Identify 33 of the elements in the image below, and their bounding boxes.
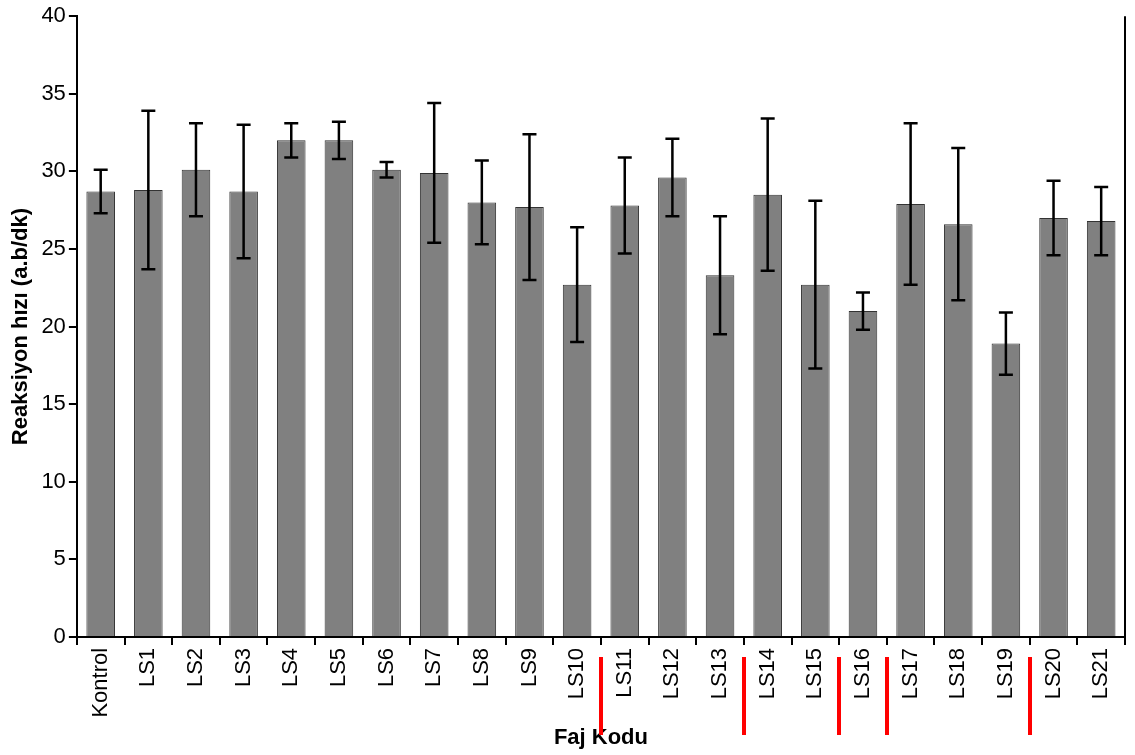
x-tick-label: LS15 [801,647,827,700]
x-tick-label: LS14 [753,647,779,700]
x-tick-label: LS19 [991,647,1017,700]
x-tick-label: LS9 [515,647,541,688]
x-tick-label: LS4 [277,647,303,688]
x-tick-label: LS21 [1087,647,1113,700]
x-tick-label: LS5 [324,647,350,688]
y-tick-label: 25 [41,235,66,261]
y-tick-label: 35 [41,79,66,105]
x-tick-label: LS8 [467,647,493,688]
x-tick-label: LS18 [944,647,970,700]
x-tick-label: LS20 [1039,647,1065,700]
y-tick-label: 5 [53,545,66,571]
x-tick-label: LS2 [182,647,208,688]
x-tick-label: LS16 [849,647,875,700]
y-tick-label: 20 [41,312,66,338]
y-tick-label: 15 [41,390,66,416]
y-tick-label: 10 [41,467,66,493]
y-tick-label: 0 [53,622,66,648]
y-tick-label: 30 [41,157,66,183]
y-axis-title: Reaksiyon hızı (a.b/dk) [7,207,33,446]
x-tick-label: LS17 [896,647,922,700]
x-tick-label: LS1 [134,647,160,688]
x-axis-title: Faj Kodu [553,723,648,749]
x-tick-label: LS6 [372,647,398,688]
x-tick-label: LS13 [706,647,732,700]
x-tick-label: LS11 [610,647,636,698]
x-tick-label: LS10 [563,647,589,700]
x-tick-label: LS7 [420,647,446,688]
x-tick-label: LS12 [658,647,684,700]
x-tick-label: Kontrol [86,647,112,718]
x-tick-label: LS3 [229,647,255,688]
y-tick-label: 40 [41,2,66,28]
